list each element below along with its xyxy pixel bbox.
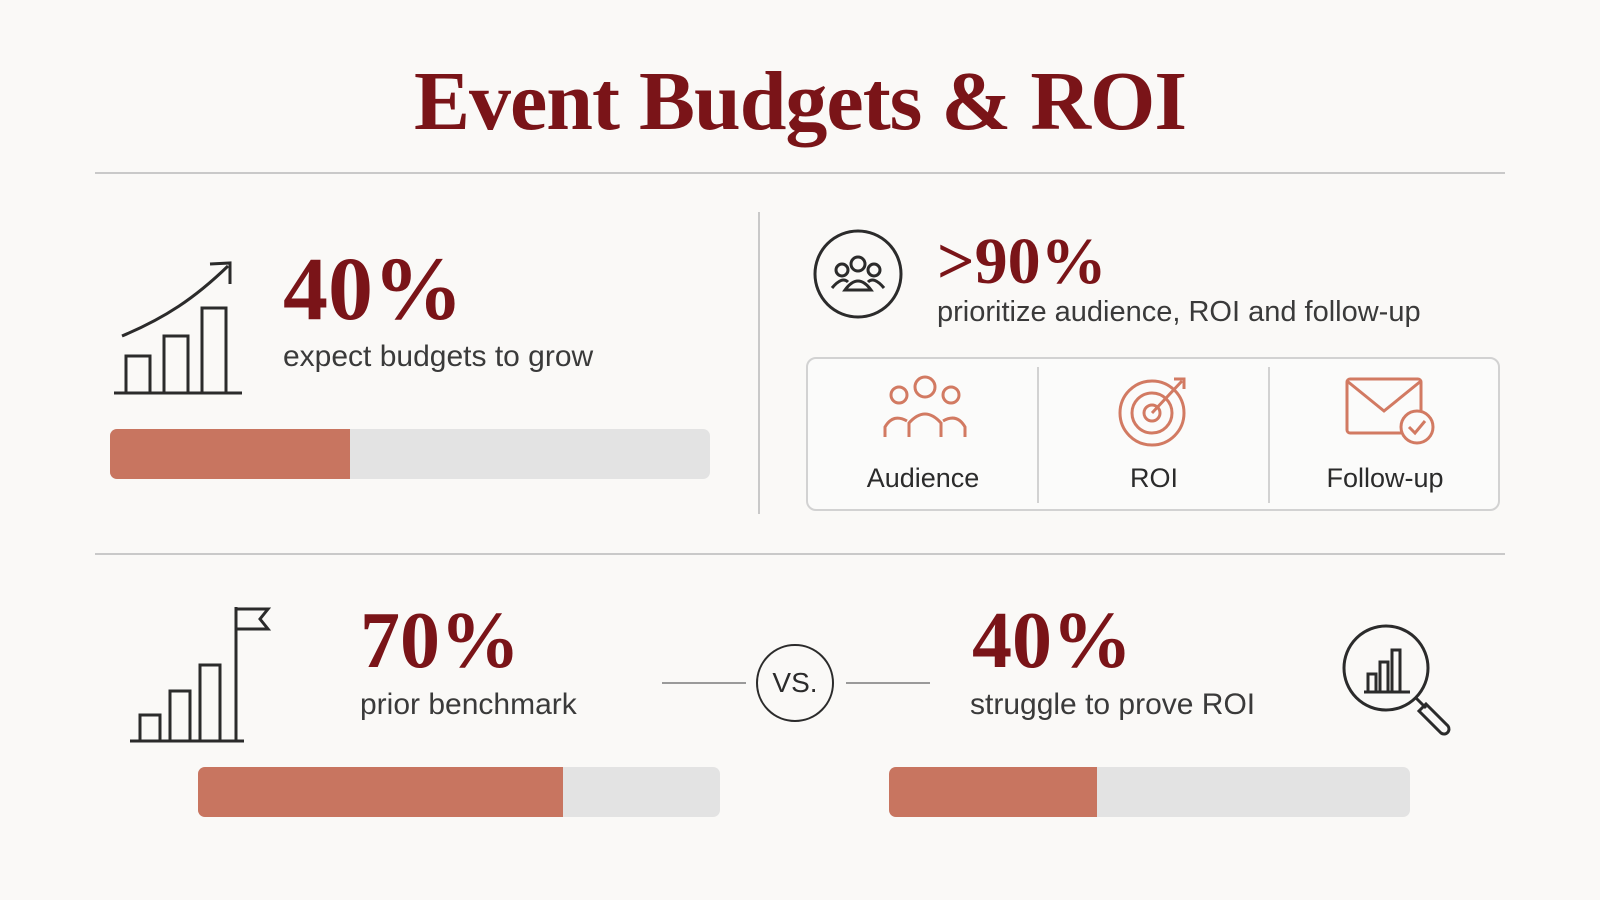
- benchmark-progress-fill: [198, 767, 564, 817]
- card-divider: [1268, 367, 1270, 503]
- budgets-percent: 40%: [283, 240, 463, 339]
- priorities-label: prioritize audience, ROI and follow-up: [937, 296, 1421, 328]
- budgets-progress-bar: [110, 429, 710, 479]
- vs-connector-left: [662, 682, 746, 684]
- priority-label-follow-up: Follow-up: [1326, 463, 1444, 493]
- struggle-progress-bar: [889, 767, 1410, 817]
- people-group-icon: [883, 375, 967, 437]
- people-circle-icon: [813, 229, 903, 319]
- benchmark-label: prior benchmark: [360, 688, 577, 721]
- center-divider: [758, 212, 760, 514]
- priority-label-audience: Audience: [866, 463, 980, 493]
- benchmark-percent: 70%: [360, 597, 520, 685]
- budgets-progress-fill: [110, 429, 350, 479]
- magnifier-chart-icon: [1342, 624, 1451, 736]
- priority-item-audience: Audience: [808, 359, 1038, 509]
- middle-divider: [95, 553, 1505, 555]
- vs-badge: VS.: [756, 644, 834, 722]
- struggle-progress-fill: [889, 767, 1098, 817]
- priority-label-roi: ROI: [1129, 463, 1178, 493]
- top-divider: [95, 172, 1505, 174]
- priorities-percent: >90%: [937, 225, 1107, 298]
- envelope-check-icon: [1345, 377, 1435, 445]
- budgets-label: expect budgets to grow: [283, 340, 594, 373]
- benchmark-progress-bar: [198, 767, 720, 817]
- priority-item-roi: ROI: [1039, 359, 1269, 509]
- struggle-percent: 40%: [972, 597, 1132, 685]
- bar-chart-flag-icon: [130, 607, 272, 743]
- priorities-card: Audience ROI Follow-up: [806, 357, 1500, 511]
- target-arrow-icon: [1118, 377, 1186, 447]
- page-title: Event Budgets & ROI: [413, 55, 1187, 148]
- struggle-label: struggle to prove ROI: [970, 688, 1256, 721]
- card-divider: [1037, 367, 1039, 503]
- growth-chart-arrow-icon: [114, 261, 242, 395]
- priority-item-follow-up: Follow-up: [1270, 359, 1500, 509]
- vs-connector-right: [846, 682, 930, 684]
